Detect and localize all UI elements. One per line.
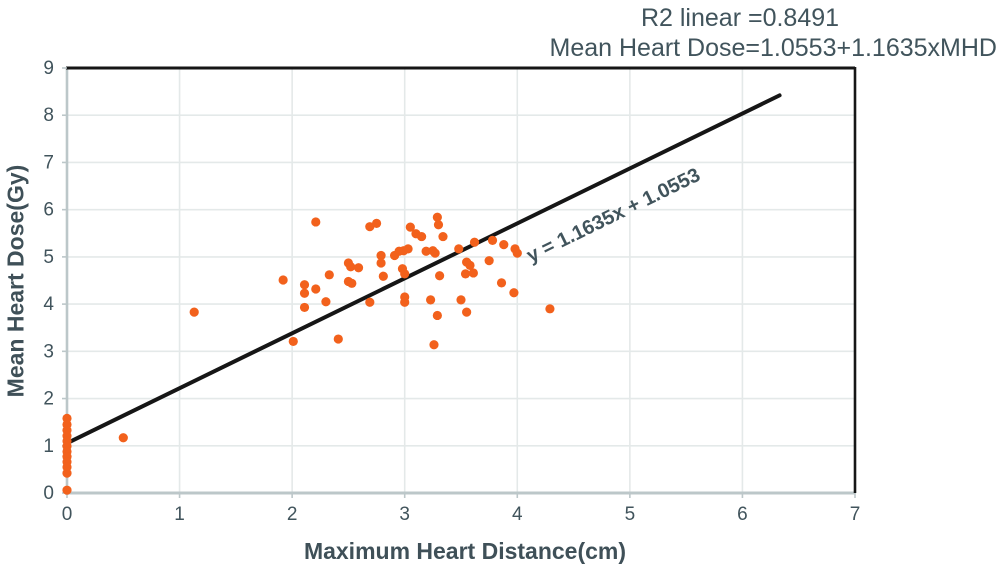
data-point bbox=[433, 220, 444, 230]
data-point bbox=[311, 217, 321, 227]
data-point bbox=[299, 288, 310, 298]
x-tick-label: 3 bbox=[399, 504, 410, 525]
x-tick-label: 4 bbox=[512, 504, 523, 525]
data-point bbox=[512, 248, 522, 258]
y-tick-label: 1 bbox=[43, 436, 54, 457]
y-tick-label: 4 bbox=[43, 294, 54, 315]
y-tick-label: 6 bbox=[43, 200, 54, 221]
data-point bbox=[460, 269, 471, 279]
data-point bbox=[311, 284, 321, 294]
data-point bbox=[288, 336, 298, 347]
y-tick-label: 8 bbox=[43, 105, 54, 126]
data-point bbox=[299, 280, 310, 290]
y-tick-label: 3 bbox=[43, 341, 54, 362]
data-point bbox=[426, 295, 436, 305]
x-tick-label: 5 bbox=[625, 504, 636, 525]
data-point bbox=[353, 263, 364, 273]
data-points bbox=[62, 212, 555, 495]
data-point bbox=[421, 246, 431, 256]
data-point bbox=[468, 268, 478, 278]
data-point bbox=[299, 302, 310, 313]
data-point bbox=[62, 485, 72, 495]
data-point bbox=[430, 248, 440, 258]
data-point bbox=[62, 468, 72, 478]
y-tick-label: 5 bbox=[43, 247, 54, 268]
data-point bbox=[432, 310, 442, 321]
data-point bbox=[333, 334, 343, 344]
data-point bbox=[456, 295, 466, 305]
data-point bbox=[403, 244, 413, 254]
data-point bbox=[365, 297, 375, 307]
x-tick-label: 2 bbox=[287, 504, 298, 525]
tick-labels: 0 1 2 3 4 5 6 7 8 9 0 1 2 3 4 5 6 7 bbox=[43, 58, 860, 525]
y-tick-label: 9 bbox=[43, 58, 54, 79]
regression-line bbox=[65, 93, 782, 446]
data-point bbox=[462, 307, 472, 317]
data-point bbox=[189, 307, 199, 317]
y-tick-label: 2 bbox=[43, 389, 54, 410]
y-tick-label: 0 bbox=[43, 483, 54, 504]
y-tick-label: 7 bbox=[43, 152, 54, 173]
data-point bbox=[400, 297, 410, 307]
data-point bbox=[324, 270, 334, 280]
data-point bbox=[496, 278, 507, 288]
data-point bbox=[454, 244, 464, 254]
data-point bbox=[376, 258, 386, 268]
trendline bbox=[65, 93, 782, 446]
gridlines bbox=[67, 68, 855, 493]
r-squared-label: R2 linear =0.8491 bbox=[640, 4, 840, 32]
data-point bbox=[405, 222, 415, 232]
data-point bbox=[346, 262, 356, 272]
data-point bbox=[432, 212, 442, 222]
data-point bbox=[438, 231, 448, 242]
data-point bbox=[509, 288, 519, 298]
data-point bbox=[417, 231, 427, 242]
data-point bbox=[347, 278, 357, 288]
data-point bbox=[429, 340, 439, 350]
data-point bbox=[376, 250, 386, 261]
x-tick-label: 1 bbox=[174, 504, 185, 525]
data-point bbox=[378, 271, 388, 281]
data-point bbox=[487, 235, 498, 245]
data-point bbox=[321, 297, 331, 307]
data-point bbox=[400, 269, 410, 279]
x-tick-label: 0 bbox=[62, 504, 73, 525]
regression-equation-label: Mean Heart Dose=1.0553+1.1635xMHD bbox=[549, 34, 998, 62]
data-point bbox=[118, 433, 128, 443]
data-point bbox=[469, 237, 480, 247]
data-point bbox=[484, 256, 494, 266]
data-point bbox=[545, 304, 555, 314]
x-axis-title: Maximum Heart Distance(cm) bbox=[303, 538, 627, 564]
data-point bbox=[435, 271, 445, 281]
data-point bbox=[278, 275, 288, 285]
axes bbox=[62, 66, 857, 498]
trendline-equation-label: y = 1.1635x + 1.0553 bbox=[523, 164, 704, 267]
trendline-annotation: y = 1.1635x + 1.0553 bbox=[523, 164, 704, 267]
data-point bbox=[465, 260, 475, 270]
data-point bbox=[371, 218, 382, 228]
x-tick-label: 6 bbox=[737, 504, 748, 525]
data-point bbox=[499, 240, 509, 250]
x-tick-label: 7 bbox=[850, 504, 861, 525]
